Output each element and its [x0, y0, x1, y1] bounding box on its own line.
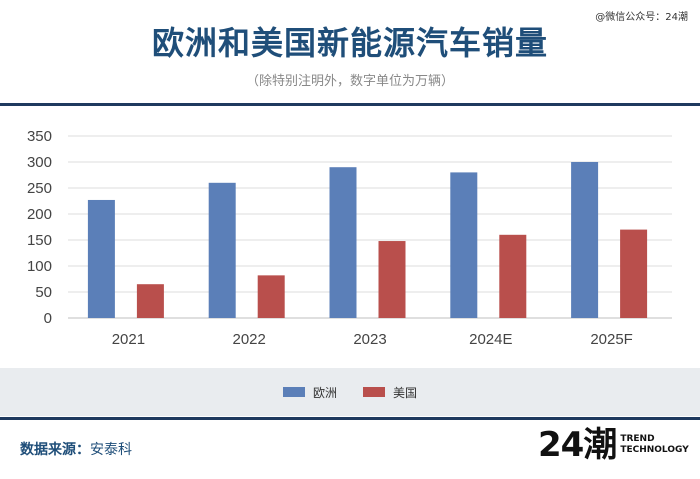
bar-europe-2023 [329, 167, 357, 318]
x-tick-label: 2025F [590, 331, 633, 348]
logo-line-trend: TREND [620, 434, 655, 444]
y-tick-label: 100 [27, 258, 52, 275]
bar-usa-2024E [499, 234, 527, 318]
watermark: @微信公众号：24潮 [595, 12, 688, 23]
logo-mark: 24潮 [538, 425, 617, 465]
y-tick-label: 200 [27, 206, 52, 223]
header-divider [0, 103, 700, 106]
y-tick-label: 350 [27, 128, 52, 145]
x-tick-label: 2021 [112, 331, 145, 348]
bar-usa-2022 [257, 275, 285, 318]
bar-usa-2025F [620, 229, 648, 318]
bar-europe-2024E [450, 172, 478, 318]
bar-usa-2023 [378, 241, 406, 318]
y-tick-label: 150 [27, 232, 52, 249]
logo-line-technology: TECHNOLOGY [620, 445, 689, 455]
source-label: 数据来源： [20, 442, 90, 458]
footer-divider [0, 417, 700, 420]
x-tick-label: 2022 [233, 331, 266, 348]
source-value: 安泰科 [90, 442, 132, 458]
legend-label-usa: 美国 [393, 385, 418, 400]
bar-europe-2022 [208, 182, 236, 318]
legend-item-usa: 美国 [363, 384, 417, 401]
data-source: 数据来源：安泰科 [20, 439, 132, 459]
y-tick-label: 0 [44, 310, 52, 327]
legend-item-europe: 欧洲 [282, 384, 337, 401]
x-tick-label: 2024E [469, 331, 512, 348]
bar-usa-2021 [136, 284, 164, 318]
chart-subtitle: （除特别注明外，数字单位为万辆） [245, 74, 454, 89]
y-tick-label: 300 [27, 154, 52, 171]
legend-label-europe: 欧洲 [312, 385, 337, 400]
bars [87, 162, 648, 318]
x-axis-ticks: 2021 2022 2023 2024E 2025F [112, 331, 633, 348]
y-tick-label: 250 [27, 180, 52, 197]
legend-swatch-usa [363, 387, 385, 397]
x-tick-label: 2023 [353, 331, 386, 348]
bar-europe-2021 [87, 199, 115, 318]
chart-title: 欧洲和美国新能源汽车销量 [151, 24, 548, 62]
legend-band: 欧洲 美国 [0, 368, 700, 416]
y-tick-label: 50 [35, 284, 52, 301]
legend-swatch-europe [282, 387, 305, 397]
y-axis-ticks: 0 50 100 150 200 250 300 350 [27, 128, 52, 327]
brand-logo: 24潮 TREND TECHNOLOGY [538, 428, 689, 462]
bar-europe-2025F [571, 162, 599, 318]
legend: 欧洲 美国 [0, 368, 700, 416]
